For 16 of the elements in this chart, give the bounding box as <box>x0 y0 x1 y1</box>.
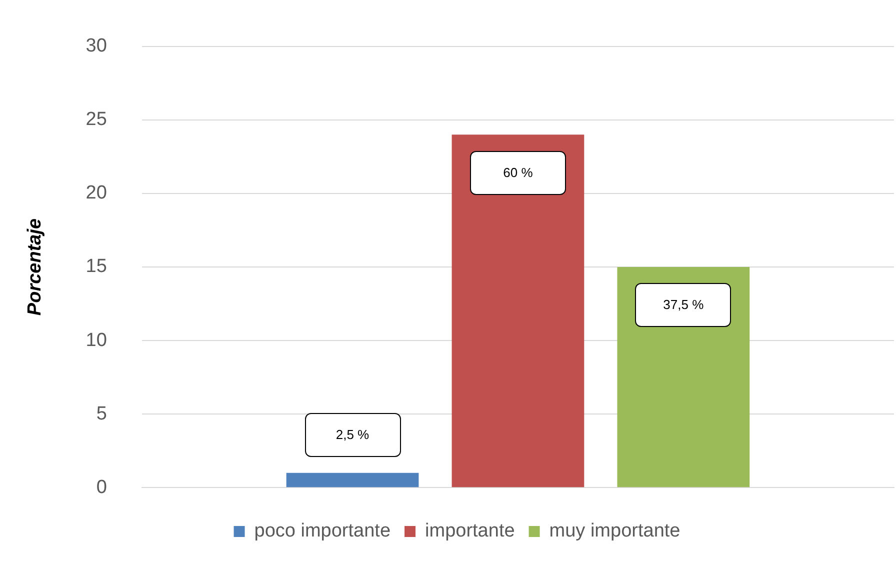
y-tick-label: 0 <box>96 476 107 498</box>
y-tick-label: 5 <box>96 403 107 424</box>
annotation: 37,5 % <box>662 297 705 313</box>
legend-label: importante <box>425 520 515 542</box>
y-tick-label: 30 <box>86 36 107 57</box>
annotation: 2,5 % <box>334 426 370 443</box>
bar <box>286 472 419 488</box>
y-tick-label: 25 <box>86 109 107 130</box>
y-tick-label: 15 <box>86 256 107 278</box>
bar <box>452 134 584 488</box>
y-tick-label: 10 <box>86 330 107 351</box>
y-axis-title: Porcentaje <box>24 218 46 316</box>
legend-label: poco importante <box>254 520 391 542</box>
y-tick-label: 20 <box>86 182 107 204</box>
legend-label: muy importante <box>549 520 680 542</box>
annotation: 60 % <box>502 164 534 181</box>
